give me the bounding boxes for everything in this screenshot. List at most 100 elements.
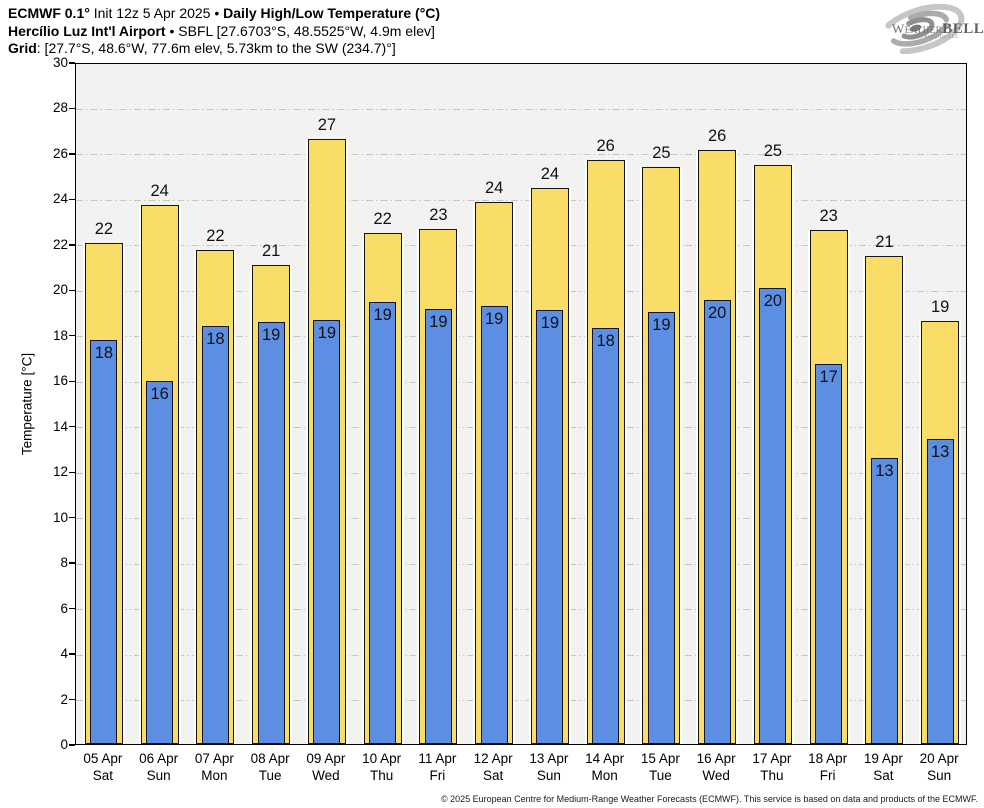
- y-tick-mark: [69, 62, 75, 64]
- chart-title-line1: ECMWF 0.1° Init 12z 5 Apr 2025 • Daily H…: [8, 5, 440, 23]
- x-tick-label: 11 Apr Fri: [418, 751, 457, 783]
- y-tick-mark: [69, 562, 75, 564]
- low-bar: [592, 327, 620, 744]
- y-tick-mark: [69, 335, 75, 337]
- grid-line: [76, 563, 966, 565]
- title-init: Init 12z 5 Apr 2025 •: [89, 5, 224, 21]
- low-value-label: 20: [707, 303, 727, 322]
- x-tick-label: 15 Apr Tue: [640, 751, 680, 783]
- low-value-label: 18: [206, 329, 225, 348]
- y-tick-label: 30: [52, 55, 68, 71]
- grid-line: [76, 154, 966, 156]
- low-bar: [815, 364, 843, 744]
- high-value-label: 25: [763, 142, 783, 161]
- low-value-label: 19: [540, 313, 560, 332]
- chart-title-line2: Hercílio Luz Int'l Airport • SBFL [27.67…: [8, 23, 440, 41]
- grid-line: [76, 290, 966, 292]
- y-tick-label: 6: [60, 600, 68, 616]
- low-bar: [647, 312, 675, 744]
- high-value-label: 22: [206, 226, 225, 245]
- x-tick-label: 19 Apr Sat: [863, 751, 903, 783]
- title-model: ECMWF 0.1°: [8, 5, 90, 21]
- grid-line: [76, 472, 966, 474]
- grid-coords: : [27.7°S, 48.6°W, 77.6m elev, 5.73km to…: [36, 40, 396, 56]
- high-value-label: 23: [429, 206, 448, 225]
- y-tick-mark: [69, 153, 75, 155]
- high-value-label: 22: [373, 209, 392, 228]
- x-tick-label: 17 Apr Thu: [752, 751, 792, 783]
- station-coords: • SBFL [27.6703°S, 48.5525°W, 4.9m elev]: [165, 22, 435, 39]
- low-value-label: 20: [763, 292, 783, 311]
- y-axis-label: Temperature [°C]: [19, 352, 35, 456]
- high-value-label: 24: [484, 178, 504, 197]
- low-value-label: 19: [652, 316, 671, 335]
- high-value-label: 26: [707, 126, 727, 145]
- y-tick-mark: [69, 107, 75, 110]
- plot-area: 22 18 24 16 22 18 21 19 27 19 22 19 23 19 24 19 24 19 26 18…: [75, 63, 967, 745]
- y-tick-label: 8: [60, 555, 68, 571]
- y-tick-label: 22: [52, 237, 68, 253]
- high-value-label: 26: [596, 136, 615, 155]
- logo-bell-text: BELL: [942, 21, 984, 37]
- high-value-label: 27: [317, 116, 337, 135]
- low-value-label: 18: [596, 331, 615, 350]
- logo-weather-text: Weather: [892, 21, 943, 36]
- chart-header: ECMWF 0.1° Init 12z 5 Apr 2025 • Daily H…: [8, 5, 440, 58]
- x-tick-label: 10 Apr Thu: [362, 751, 402, 783]
- y-tick-label: 26: [52, 146, 68, 162]
- x-tick-label: 08 Apr Tue: [250, 751, 290, 783]
- low-bar: [146, 381, 174, 744]
- grid-line: [76, 518, 966, 520]
- grid-line: [76, 336, 966, 338]
- y-tick-label: 2: [60, 691, 68, 707]
- y-tick-label: 18: [52, 327, 68, 343]
- grid-line: [76, 700, 966, 702]
- grid-line: [76, 654, 966, 656]
- high-value-label: 24: [150, 182, 169, 201]
- x-tick-label: 05 Apr Sat: [83, 751, 123, 783]
- grid-line: [76, 381, 966, 383]
- x-tick-label: 13 Apr Sun: [529, 751, 569, 783]
- high-value-label: 21: [875, 233, 894, 252]
- high-value-label: 24: [540, 165, 560, 184]
- low-value-label: 19: [317, 324, 337, 343]
- x-tick-label: 16 Apr Wed: [696, 751, 736, 783]
- y-tick-mark: [69, 198, 75, 201]
- low-value-label: 17: [819, 368, 838, 387]
- grid-line: [76, 427, 966, 429]
- high-value-label: 21: [261, 242, 281, 261]
- x-tick-label: 09 Apr Wed: [306, 751, 346, 783]
- low-bar: [424, 308, 452, 744]
- copyright-text: © 2025 European Centre for Medium-Range …: [440, 794, 978, 804]
- y-tick-mark: [69, 653, 75, 655]
- hurricane-swirl-icon: [877, 4, 965, 54]
- low-bar: [201, 325, 229, 744]
- low-bar: [870, 457, 898, 744]
- low-value-label: 19: [261, 326, 281, 345]
- x-tick-label: 07 Apr Mon: [194, 751, 234, 783]
- x-tick-label: 12 Apr Sat: [473, 751, 513, 783]
- y-tick-mark: [69, 244, 75, 246]
- logo-analytics-text: Analytics LLC: [924, 35, 960, 40]
- grid-label: Grid: [8, 40, 37, 56]
- high-value-label: 19: [930, 298, 950, 317]
- weatherbell-logo: WeatherBELL Analytics LLC: [866, 4, 984, 54]
- grid-line: [76, 108, 966, 110]
- low-bar: [759, 288, 787, 744]
- low-bar: [536, 309, 564, 744]
- high-value-label: 22: [94, 219, 114, 238]
- x-tick-label: 18 Apr Fri: [808, 751, 848, 783]
- y-tick-label: 10: [52, 509, 68, 525]
- low-value-label: 19: [484, 310, 504, 329]
- low-bar: [90, 340, 118, 744]
- low-bar: [703, 299, 731, 744]
- chart-title-line3: Grid: [27.7°S, 48.6°W, 77.6m elev, 5.73k…: [8, 40, 440, 58]
- grid-line: [76, 245, 966, 247]
- x-tick-label: 20 Apr Sun: [919, 751, 959, 783]
- low-value-label: 19: [429, 312, 448, 331]
- grid-line: [76, 609, 966, 611]
- y-tick-mark: [69, 471, 75, 473]
- y-tick-mark: [69, 380, 75, 382]
